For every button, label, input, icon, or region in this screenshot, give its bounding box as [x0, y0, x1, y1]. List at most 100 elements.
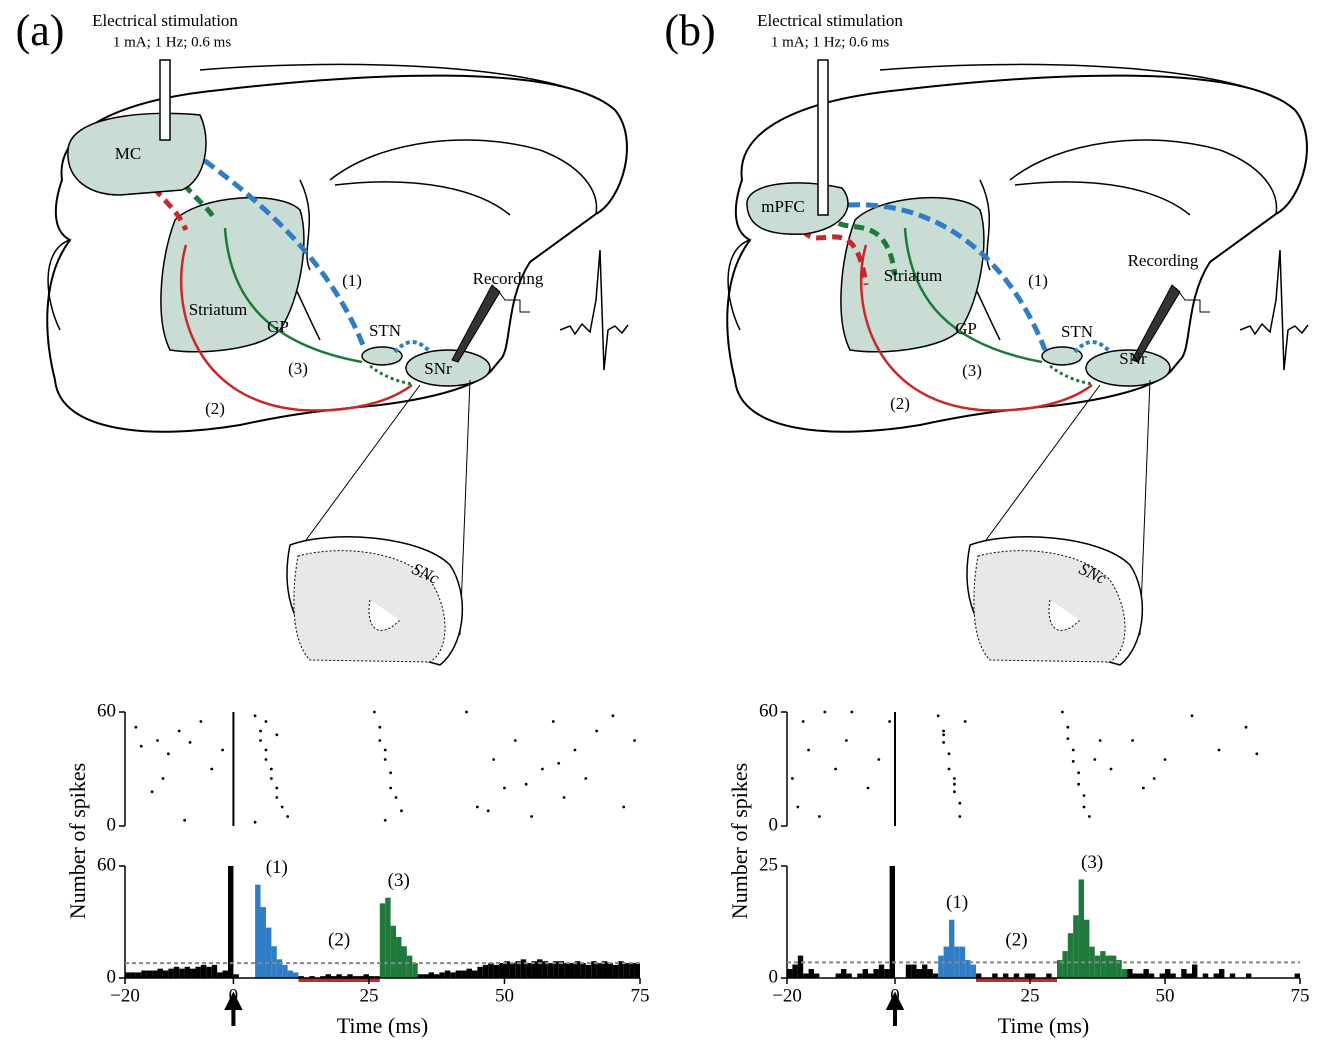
histogram-bar — [184, 966, 191, 978]
histogram-bar — [1192, 964, 1198, 978]
diagram — [726, 63, 1309, 666]
histogram-bar — [857, 973, 863, 978]
histogram-bar — [792, 964, 798, 978]
histogram-bar — [634, 963, 640, 978]
y-tick-label: 0 — [769, 814, 779, 835]
stimulation-parameters: 1 mA; 1 Hz; 0.6 ms — [771, 34, 889, 50]
histogram-bar — [515, 961, 521, 978]
histogram-bar — [482, 964, 489, 978]
y-tick-label: 0 — [107, 966, 117, 987]
histogram-bar — [965, 960, 971, 978]
histogram-bar — [949, 919, 955, 978]
spike-dot — [1163, 758, 1167, 761]
pathway-1 — [188, 147, 368, 351]
histogram-bar — [1089, 946, 1095, 978]
histogram-bar — [1057, 960, 1063, 978]
histogram-bar — [1148, 973, 1155, 978]
histogram-bar — [602, 961, 608, 978]
spike-dot — [1061, 710, 1064, 714]
spike-dot — [275, 796, 279, 799]
snr-region — [405, 349, 491, 387]
histogram-bar — [282, 964, 288, 978]
brain — [726, 63, 1309, 666]
y-axis-label: Number of spikes — [727, 763, 752, 919]
histogram-bar — [1246, 973, 1252, 978]
spike-dot — [1093, 758, 1097, 761]
histogram-bar — [629, 963, 635, 978]
spike-dot — [275, 733, 279, 737]
histogram-bar — [434, 974, 440, 978]
histogram-bar — [1229, 973, 1236, 978]
spike-dot — [259, 729, 262, 733]
y-tick-label: 60 — [97, 700, 116, 721]
histogram-bar — [336, 974, 342, 978]
spike-dot — [210, 767, 214, 771]
spike-dot — [1255, 752, 1259, 756]
histogram-bar — [206, 966, 212, 978]
histogram-bar — [379, 903, 386, 978]
pathway-label: (1) — [266, 857, 288, 878]
histogram-bar — [265, 927, 272, 978]
histogram-bar — [162, 970, 169, 978]
y-tick-label: 0 — [769, 966, 779, 987]
histogram-bar — [499, 963, 505, 978]
inset-snr — [293, 550, 446, 663]
histogram-bar — [922, 964, 928, 978]
histogram-bar — [1094, 955, 1101, 978]
spike-dot — [953, 790, 956, 794]
histogram-bar — [168, 968, 174, 978]
histogram-bar — [146, 970, 153, 978]
pathway-label: (3) — [962, 361, 982, 380]
histogram-bar — [439, 972, 445, 978]
histogram-bar — [455, 970, 462, 978]
histogram-bar — [889, 866, 895, 978]
histogram-bar — [808, 969, 814, 978]
histogram-bar — [293, 972, 299, 978]
histogram-bar — [200, 964, 207, 978]
spike-dot — [958, 815, 962, 818]
histogram-bar — [1078, 879, 1084, 978]
x-tick-label: −20 — [772, 985, 802, 1006]
histogram-bar — [190, 968, 196, 978]
stimulation-parameters: 1 mA; 1 Hz; 0.6 ms — [113, 34, 231, 50]
histogram-bar — [569, 963, 575, 978]
spike-dot — [389, 786, 393, 790]
histogram-bar — [1138, 973, 1144, 978]
histogram-bar — [222, 970, 228, 978]
spike-dot — [818, 815, 821, 818]
region-label: SNr — [1119, 349, 1147, 368]
histogram-bar — [1165, 969, 1171, 978]
histogram-bar — [787, 969, 793, 978]
spike-dot — [383, 818, 387, 822]
spike-dot — [562, 796, 566, 799]
spike-dot — [963, 720, 967, 723]
spike-dot — [791, 777, 794, 780]
spike-dot — [1082, 794, 1086, 797]
recording-label: Recording — [473, 269, 544, 288]
spike-dot — [877, 758, 881, 761]
pathway-2 — [179, 244, 413, 412]
spike-dot — [264, 758, 268, 761]
y-tick-label: 60 — [97, 854, 116, 875]
histogram-bar — [412, 963, 418, 978]
histogram-bar — [580, 963, 586, 978]
histogram-bar — [526, 963, 532, 978]
spike-dot — [383, 758, 387, 761]
histogram-bar — [797, 955, 804, 978]
stimulation-label: Electrical stimulation — [92, 11, 238, 30]
x-tick-label: 50 — [1156, 985, 1175, 1006]
histogram-bar — [477, 966, 483, 978]
spike-dot — [947, 752, 951, 756]
y-tick-label: 60 — [759, 700, 778, 721]
spike-dot — [796, 805, 800, 809]
histogram-bar — [884, 969, 890, 978]
pathway-1-stn — [393, 340, 432, 354]
histogram-bar — [846, 973, 852, 978]
spike-dot — [1098, 739, 1102, 742]
histogram-bar — [591, 961, 597, 978]
histogram-bar — [125, 972, 131, 978]
spike-dot — [269, 767, 273, 771]
histogram-bar — [1213, 973, 1219, 978]
histogram-bar — [135, 972, 142, 978]
histogram-bar — [385, 897, 391, 978]
